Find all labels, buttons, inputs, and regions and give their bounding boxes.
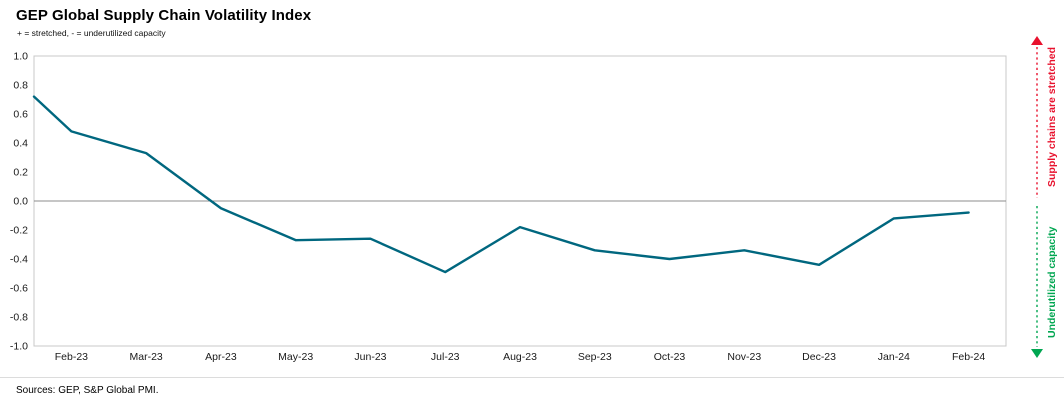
y-tick-label: 1.0 [13,51,28,63]
x-tick-label: Jul-23 [431,351,460,363]
x-tick-label: Feb-24 [952,351,985,363]
y-tick-label: 0.8 [13,80,28,92]
annotation-underutilized: Underutilized capacity [1031,206,1058,358]
y-tick-label: 0.4 [13,138,28,150]
down-arrow-icon [1031,206,1043,358]
y-tick-label: 0.2 [13,167,28,179]
x-tick-label: Dec-23 [802,351,836,363]
stretched-label: Supply chains are stretched [1046,46,1058,188]
x-tick-label: Sep-23 [578,351,612,363]
x-tick-label: Jun-23 [354,351,386,363]
volatility-index-line-chart: 1.0 0.8 0.6 0.4 0.2 0.0 -0.2 -0.4 -0.6 -0.8 -1.0 Fe… [10,51,1007,363]
x-tick-label: Apr-23 [205,351,237,363]
y-tick-label: 0.0 [13,196,28,208]
x-tick-label: May-23 [278,351,313,363]
chart-title: GEP Global Supply Chain Volatility Index [16,7,312,24]
series-line [32,95,970,274]
y-tick-label: -1.0 [10,341,28,353]
y-tick-label: -0.4 [10,254,28,266]
x-tick-label: Aug-23 [503,351,537,363]
x-tick-label: Jan-24 [878,351,910,363]
sources-text: Sources: GEP, S&P Global PMI. [16,385,159,396]
y-tick-label: -0.2 [10,225,28,237]
x-tick-label: Nov-23 [727,351,761,363]
y-tick-label: 0.6 [13,109,28,121]
up-arrow-icon [1031,36,1043,198]
x-tick-label: Feb-23 [55,351,88,363]
y-tick-label: -0.8 [10,312,28,324]
y-tick-label: -0.6 [10,283,28,295]
x-tick-label: Mar-23 [130,351,163,363]
underutilized-label: Underutilized capacity [1046,226,1058,338]
annotation-stretched: Supply chains are stretched [1031,36,1058,198]
chart-subtitle: + = stretched, - = underutilized capacit… [17,28,166,38]
x-tick-label: Oct-23 [654,351,686,363]
footer-divider [0,377,1064,378]
